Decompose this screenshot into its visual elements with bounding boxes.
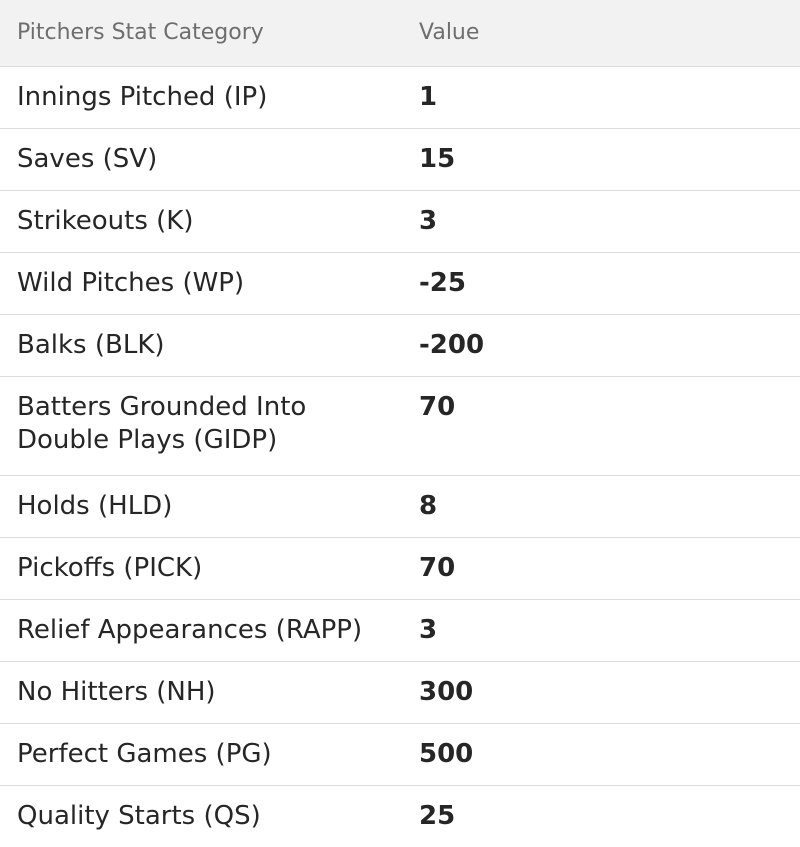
table-header: Pitchers Stat Category Value xyxy=(0,0,800,67)
stat-category: Holds (HLD) xyxy=(0,475,401,538)
table-row: Perfect Games (PG) 500 xyxy=(0,723,800,786)
stat-value: 25 xyxy=(419,800,456,831)
header-category: Pitchers Stat Category xyxy=(0,0,401,67)
stat-value: 500 xyxy=(401,723,800,786)
stat-category: Strikeouts (K) xyxy=(0,190,401,253)
table-row: Holds (HLD) 8 xyxy=(0,475,800,538)
stat-value: 3 xyxy=(401,190,800,253)
table-row: Relief Appearances (RAPP) 3 xyxy=(0,599,800,662)
stat-value: 1 xyxy=(401,66,800,129)
table-row: Pickoffs (PICK) 70 xyxy=(0,537,800,600)
stat-category: Perfect Games (PG) xyxy=(0,723,401,786)
stat-value: 8 xyxy=(401,475,800,538)
stat-value: -200 xyxy=(401,314,800,377)
table-row: Quality Starts (QS) 25 xyxy=(0,785,800,847)
table-row: Saves (SV) 15 xyxy=(0,128,800,191)
stat-category: Innings Pitched (IP) xyxy=(0,66,401,129)
table-row: Innings Pitched (IP) 1 xyxy=(0,66,800,129)
stat-value: 70 xyxy=(401,376,800,476)
table-row: Batters Grounded Into Double Plays (GIDP… xyxy=(0,376,800,476)
stat-value: 70 xyxy=(401,537,800,600)
table-row: Balks (BLK) -200 xyxy=(0,314,800,377)
stat-category: Balks (BLK) xyxy=(0,314,401,377)
table-row: Wild Pitches (WP) -25 xyxy=(0,252,800,315)
stat-category: Quality Starts (QS) xyxy=(17,800,261,831)
table-body: Innings Pitched (IP) 1 Saves (SV) 15 Str… xyxy=(0,66,800,847)
table-row: Strikeouts (K) 3 xyxy=(0,190,800,253)
stat-value: 300 xyxy=(401,661,800,724)
stat-category: Saves (SV) xyxy=(0,128,401,191)
stat-category: Pickoffs (PICK) xyxy=(0,537,401,600)
header-value: Value xyxy=(401,0,800,67)
stat-category: No Hitters (NH) xyxy=(0,661,401,724)
stat-category: Batters Grounded Into Double Plays (GIDP… xyxy=(0,376,401,476)
header-row: Pitchers Stat Category Value xyxy=(0,0,800,67)
stat-value: -25 xyxy=(401,252,800,315)
stat-value: 15 xyxy=(401,128,800,191)
stat-category: Wild Pitches (WP) xyxy=(0,252,401,315)
stat-category: Relief Appearances (RAPP) xyxy=(0,599,401,662)
stat-value: 3 xyxy=(401,599,800,662)
table-row: No Hitters (NH) 300 xyxy=(0,661,800,724)
